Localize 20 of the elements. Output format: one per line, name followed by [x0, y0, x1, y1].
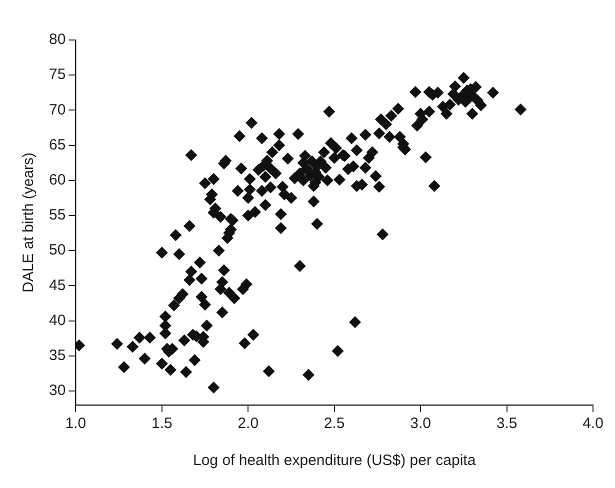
x-tick-label: 2.5 [324, 415, 345, 432]
x-tick-label: 1.0 [65, 415, 86, 432]
y-tick-label: 60 [48, 172, 66, 189]
y-tick-label: 80 [48, 31, 66, 48]
y-tick-label: 40 [48, 312, 66, 329]
x-tick-label: 3.5 [496, 415, 518, 432]
y-tick-label: 50 [48, 242, 66, 259]
y-tick-label: 45 [48, 276, 66, 294]
x-tick-label: 3.0 [410, 415, 431, 432]
x-axis-title: Log of health expenditure (US$) per capita [193, 452, 476, 470]
y-tick-label: 70 [48, 101, 66, 118]
y-tick-label: 35 [48, 347, 66, 364]
y-tick-label: 30 [48, 382, 66, 400]
x-tick-label: 4.0 [582, 415, 604, 432]
y-axis-title: DALE at birth (years) [20, 152, 38, 293]
y-tick-label: 65 [48, 136, 66, 154]
y-tick-label: 75 [48, 66, 66, 84]
x-tick-label: 1.5 [151, 415, 172, 432]
y-tick-label: 55 [48, 206, 66, 224]
x-tick-label: 2.0 [238, 415, 259, 432]
